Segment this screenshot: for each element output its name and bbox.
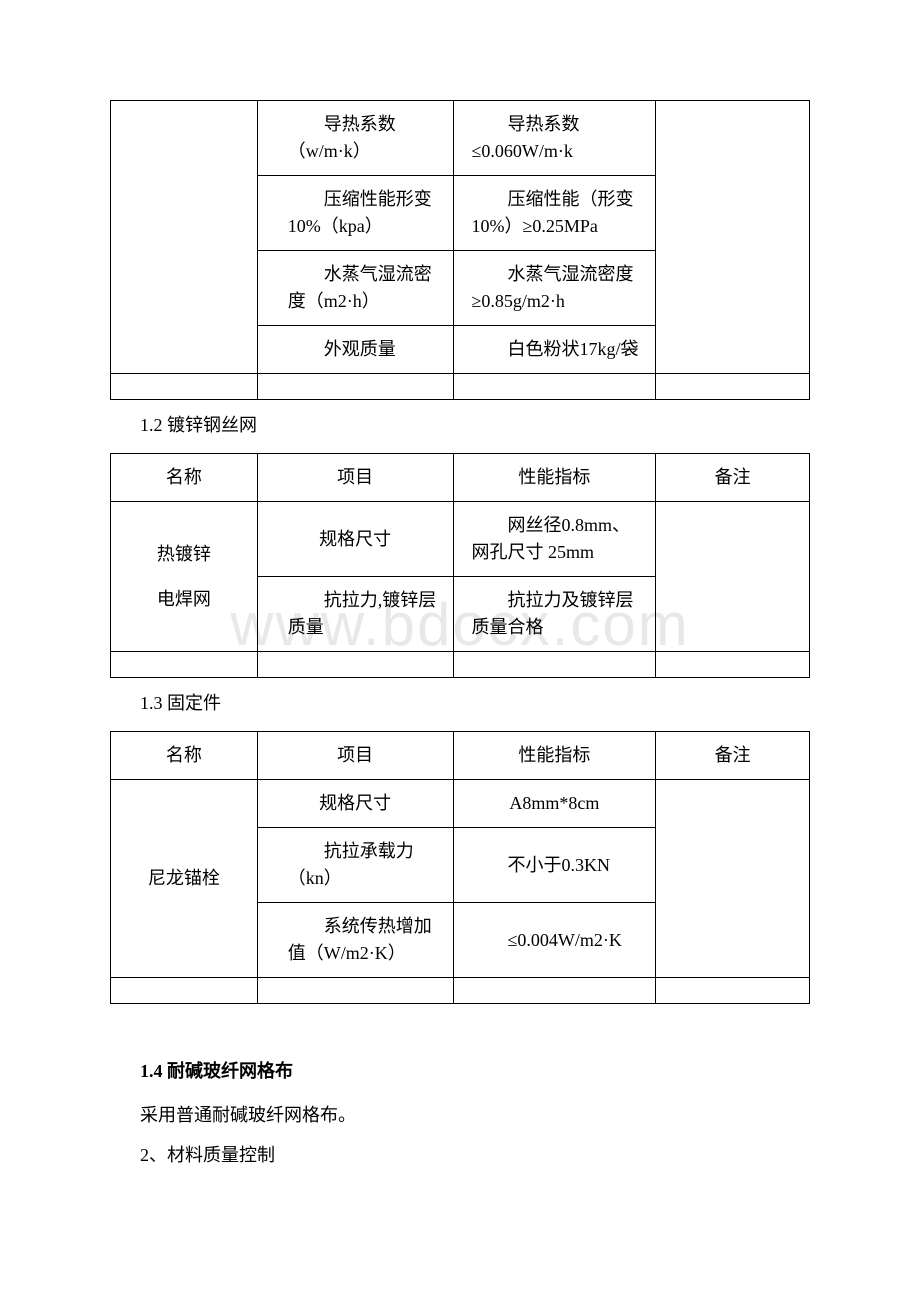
table-cell-remark (656, 780, 810, 978)
table-header-name: 名称 (111, 732, 258, 780)
table-cell-empty (111, 978, 258, 1004)
section-heading-1-3: 1.3 固定件 (140, 690, 810, 717)
table-cell-empty (257, 374, 453, 400)
section-heading-1-2: 1.2 镀锌钢丝网 (140, 412, 810, 439)
table-header-row: 名称 项目 性能指标 备注 (111, 454, 810, 502)
table-header-spec: 性能指标 (453, 732, 656, 780)
table-row-empty (111, 978, 810, 1004)
table-header-item: 项目 (257, 454, 453, 502)
table-cell-spec: 网丝径0.8mm、网孔尺寸 25mm (453, 502, 656, 577)
table-fixings: 名称 项目 性能指标 备注 尼龙锚栓 规格尺寸 A8mm*8cm 抗拉承载力（k… (110, 731, 810, 1004)
table-cell-empty (453, 374, 656, 400)
table-cell-empty (656, 978, 810, 1004)
table-row-empty (111, 652, 810, 678)
table-header-item: 项目 (257, 732, 453, 780)
table-material-1: 导热系数（w/m·k） 导热系数≤0.060W/m·k 压缩性能形变 10%（k… (110, 100, 810, 400)
table-cell-item: 抗拉承载力（kn） (257, 828, 453, 903)
table-cell-item: 规格尺寸 (257, 780, 453, 828)
table-cell-item: 水蒸气湿流密度（m2·h） (257, 251, 453, 326)
table-row: 导热系数（w/m·k） 导热系数≤0.060W/m·k (111, 101, 810, 176)
body-text-2: 2、材料质量控制 (140, 1139, 810, 1171)
section-heading-1-4: 1.4 耐碱玻纤网格布 (140, 1058, 810, 1085)
table-cell-empty (656, 374, 810, 400)
table-header-remark: 备注 (656, 454, 810, 502)
table-cell-name: 尼龙锚栓 (111, 780, 258, 978)
table-cell-empty (111, 374, 258, 400)
name-line1: 热镀锌 (119, 541, 249, 568)
table-header-name: 名称 (111, 454, 258, 502)
table-cell-empty (111, 652, 258, 678)
table-cell-empty (257, 978, 453, 1004)
table-cell-item: 压缩性能形变 10%（kpa） (257, 176, 453, 251)
table-cell-spec: 白色粉状17kg/袋 (453, 326, 656, 374)
table-row: 尼龙锚栓 规格尺寸 A8mm*8cm (111, 780, 810, 828)
table-cell-empty (453, 978, 656, 1004)
table-cell-empty (257, 652, 453, 678)
table-cell-spec: A8mm*8cm (453, 780, 656, 828)
table-galvanized-wire: 名称 项目 性能指标 备注 热镀锌 电焊网 规格尺寸 网丝径0.8mm、网孔尺寸… (110, 453, 810, 678)
body-text-1: 采用普通耐碱玻纤网格布。 (140, 1099, 810, 1131)
table-cell-spec: 压缩性能（形变 10%）≥0.25MPa (453, 176, 656, 251)
table-cell-remark (656, 101, 810, 374)
table-cell-spec: 导热系数≤0.060W/m·k (453, 101, 656, 176)
table-cell-item: 抗拉力,镀锌层质量 (257, 577, 453, 652)
table-header-remark: 备注 (656, 732, 810, 780)
table-cell-item: 导热系数（w/m·k） (257, 101, 453, 176)
spacer (110, 1016, 810, 1046)
table-cell-empty (656, 652, 810, 678)
table-cell-spec: ≤0.004W/m2·K (453, 903, 656, 978)
table-cell-item: 系统传热增加值（W/m2·K） (257, 903, 453, 978)
table-cell-spec: 抗拉力及镀锌层质量合格 (453, 577, 656, 652)
name-line2: 电焊网 (119, 586, 249, 613)
table-header-row: 名称 项目 性能指标 备注 (111, 732, 810, 780)
table-cell-remark (656, 502, 810, 652)
table-cell-item: 规格尺寸 (257, 502, 453, 577)
table-row-empty (111, 374, 810, 400)
table-cell-name (111, 101, 258, 374)
table-row: 热镀锌 电焊网 规格尺寸 网丝径0.8mm、网孔尺寸 25mm (111, 502, 810, 577)
table-header-spec: 性能指标 (453, 454, 656, 502)
table-cell-item: 外观质量 (257, 326, 453, 374)
table-cell-spec: 水蒸气湿流密度≥0.85g/m2·h (453, 251, 656, 326)
table-cell-empty (453, 652, 656, 678)
table-cell-name: 热镀锌 电焊网 (111, 502, 258, 652)
table-cell-spec: 不小于0.3KN (453, 828, 656, 903)
